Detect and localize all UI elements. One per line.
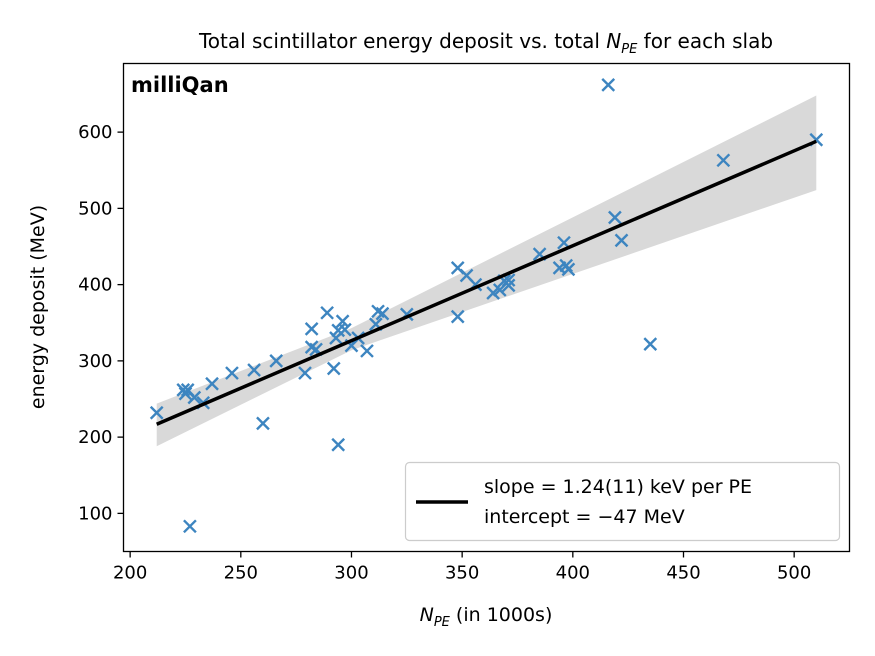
- watermark-label: milliQan: [131, 73, 229, 97]
- legend: slope = 1.24(11) keV per PE intercept = …: [404, 461, 841, 542]
- data-point: [247, 363, 261, 377]
- data-point: [360, 344, 374, 358]
- data-point: [501, 278, 516, 293]
- y-tick-label: 100: [78, 503, 112, 524]
- data-point: [187, 390, 202, 405]
- fit-line-layer: [156, 139, 817, 426]
- legend-intercept-label: intercept = −47 MeV: [484, 506, 685, 528]
- data-point: [320, 305, 334, 320]
- data-point: [149, 405, 164, 420]
- data-point: [269, 354, 284, 368]
- y-tick-label: 400: [78, 275, 112, 296]
- y-tick-label: 200: [78, 427, 112, 448]
- data-point: [205, 376, 219, 391]
- x-tick-label: 400: [556, 563, 590, 584]
- confidence-band: [156, 95, 817, 447]
- legend-box: [404, 461, 841, 542]
- data-point: [298, 366, 312, 380]
- y-axis: 100 200 300 400 500 600: [78, 122, 124, 524]
- data-point: [561, 262, 576, 277]
- x-tick-label: 500: [777, 563, 811, 584]
- y-tick-label: 300: [78, 351, 112, 372]
- legend-slope-label: slope = 1.24(11) keV per PE: [484, 476, 752, 498]
- data-point: [450, 309, 465, 324]
- data-point: [614, 233, 629, 248]
- data-point: [183, 519, 197, 534]
- data-point: [331, 437, 346, 452]
- data-point: [335, 314, 350, 329]
- x-axis: 200 250 300 350 400 450 500: [113, 551, 811, 584]
- chart-title: Total scintillator energy deposit vs. to…: [198, 29, 773, 57]
- fit-line: [156, 139, 817, 426]
- y-tick-label: 600: [78, 122, 112, 143]
- y-axis-label: energy deposit (MeV): [27, 205, 49, 409]
- x-tick-label: 200: [113, 563, 147, 584]
- x-tick-label: 350: [445, 563, 479, 584]
- x-axis-label: NPE (in 1000s): [420, 604, 553, 630]
- data-point: [643, 337, 658, 351]
- data-point: [326, 361, 341, 376]
- data-point: [304, 322, 319, 336]
- data-point: [601, 78, 616, 92]
- data-point: [608, 210, 622, 225]
- data-point: [375, 306, 390, 321]
- confidence-band-layer: [156, 95, 817, 447]
- x-tick-label: 250: [224, 563, 258, 584]
- y-tick-label: 500: [78, 198, 112, 219]
- data-point: [256, 416, 270, 431]
- plot-frame: [122, 62, 851, 553]
- data-point: [716, 153, 731, 168]
- x-tick-label: 450: [666, 563, 700, 584]
- x-tick-label: 300: [334, 563, 368, 584]
- plot-area: [149, 78, 824, 534]
- data-point: [337, 322, 352, 337]
- data-point: [225, 366, 239, 380]
